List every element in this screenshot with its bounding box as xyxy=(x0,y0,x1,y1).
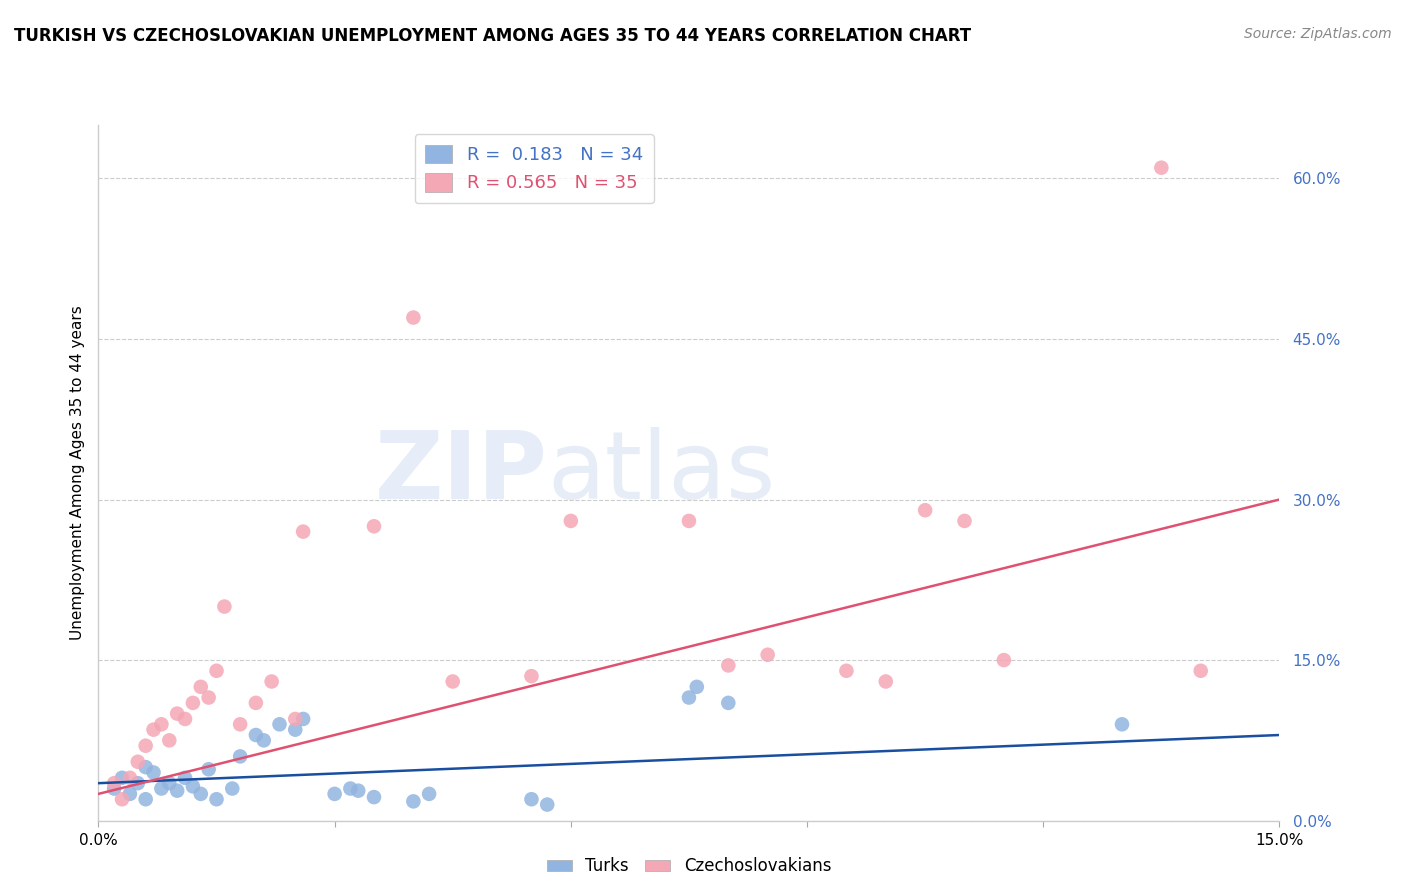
Point xyxy=(127,776,149,790)
Point xyxy=(150,717,173,731)
Point xyxy=(181,780,204,794)
Point xyxy=(292,524,315,539)
Point xyxy=(441,674,464,689)
Point xyxy=(269,717,291,731)
Point xyxy=(166,706,188,721)
Point xyxy=(166,783,188,797)
Point xyxy=(418,787,440,801)
Point xyxy=(118,771,141,785)
Point xyxy=(914,503,936,517)
Point xyxy=(284,712,307,726)
Point xyxy=(560,514,582,528)
Point xyxy=(157,776,180,790)
Point xyxy=(103,776,125,790)
Text: TURKISH VS CZECHOSLOVAKIAN UNEMPLOYMENT AMONG AGES 35 TO 44 YEARS CORRELATION CH: TURKISH VS CZECHOSLOVAKIAN UNEMPLOYMENT … xyxy=(14,27,972,45)
Point xyxy=(1189,664,1212,678)
Point xyxy=(1150,161,1173,175)
Point xyxy=(339,781,361,796)
Text: atlas: atlas xyxy=(547,426,776,519)
Point xyxy=(135,760,157,774)
Point xyxy=(520,669,543,683)
Point xyxy=(205,664,228,678)
Point xyxy=(260,674,283,689)
Point xyxy=(323,787,346,801)
Point xyxy=(127,755,149,769)
Point xyxy=(174,771,197,785)
Point xyxy=(174,712,197,726)
Point xyxy=(142,765,165,780)
Point xyxy=(135,739,157,753)
Point xyxy=(678,690,700,705)
Point xyxy=(142,723,165,737)
Point xyxy=(245,696,267,710)
Text: Source: ZipAtlas.com: Source: ZipAtlas.com xyxy=(1244,27,1392,41)
Point xyxy=(363,790,385,805)
Point xyxy=(157,733,180,747)
Point xyxy=(402,310,425,325)
Point xyxy=(103,781,125,796)
Point xyxy=(190,680,212,694)
Text: ZIP: ZIP xyxy=(374,426,547,519)
Point xyxy=(875,674,897,689)
Point xyxy=(245,728,267,742)
Point xyxy=(1111,717,1133,731)
Point xyxy=(678,514,700,528)
Point xyxy=(135,792,157,806)
Legend: Turks, Czechoslovakians: Turks, Czechoslovakians xyxy=(540,851,838,882)
Point xyxy=(221,781,243,796)
Point xyxy=(686,680,709,694)
Point xyxy=(536,797,558,812)
Point xyxy=(292,712,315,726)
Point xyxy=(197,690,219,705)
Point xyxy=(150,781,173,796)
Point xyxy=(229,717,252,731)
Point xyxy=(111,792,134,806)
Point xyxy=(363,519,385,533)
Point xyxy=(205,792,228,806)
Point xyxy=(197,762,219,776)
Point xyxy=(402,794,425,808)
Point xyxy=(111,771,134,785)
Point xyxy=(347,783,370,797)
Point xyxy=(717,696,740,710)
Point xyxy=(835,664,858,678)
Y-axis label: Unemployment Among Ages 35 to 44 years: Unemployment Among Ages 35 to 44 years xyxy=(69,305,84,640)
Point xyxy=(953,514,976,528)
Point xyxy=(229,749,252,764)
Point xyxy=(181,696,204,710)
Point xyxy=(756,648,779,662)
Point xyxy=(284,723,307,737)
Point xyxy=(214,599,236,614)
Point xyxy=(253,733,276,747)
Point xyxy=(190,787,212,801)
Point xyxy=(717,658,740,673)
Point xyxy=(520,792,543,806)
Point xyxy=(118,787,141,801)
Point xyxy=(993,653,1015,667)
